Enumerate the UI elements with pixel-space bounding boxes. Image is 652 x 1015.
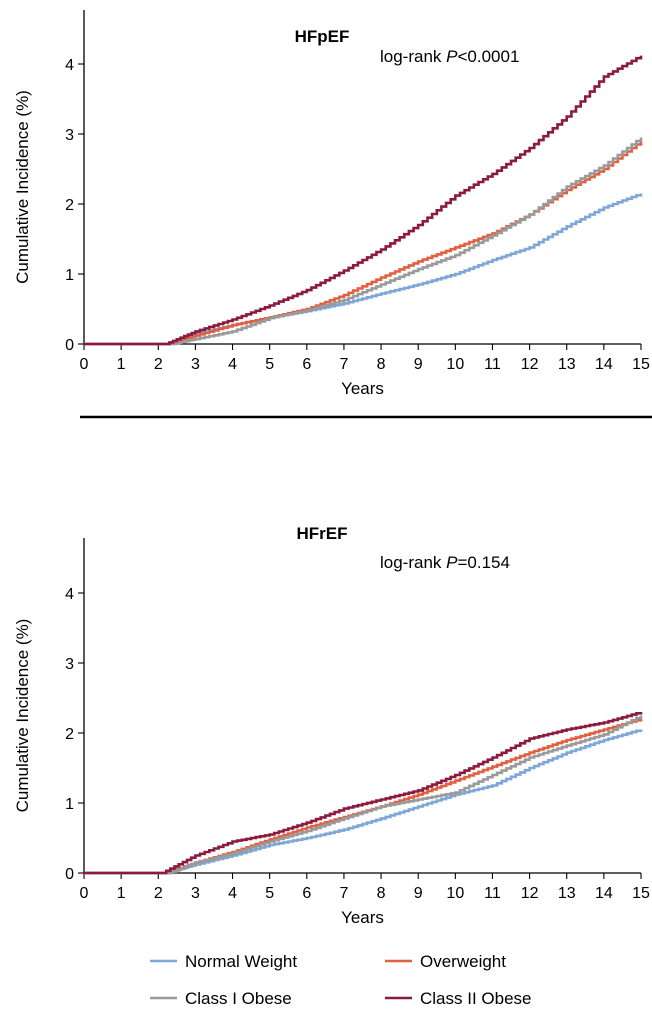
y-axis-title: Cumulative Incidence (%): [13, 619, 32, 813]
panel-title: HFpEF: [295, 27, 350, 46]
y-tick-label: 2: [65, 726, 74, 743]
x-tick-label: 14: [595, 885, 613, 902]
annotation-value: <0.0001: [457, 47, 519, 66]
x-tick-label: 8: [377, 356, 386, 373]
legend: Normal Weight Overweight Class I Obese Clas…: [150, 952, 532, 1008]
x-tick-label: 4: [228, 356, 237, 373]
x-tick-label: 7: [339, 356, 348, 373]
x-axis-title: Years: [341, 908, 384, 927]
legend-label-class-i-obese: Class I Obese: [185, 989, 292, 1008]
x-tick-label: 3: [191, 356, 200, 373]
annotation-prefix: log-rank: [380, 47, 446, 66]
x-tick-label: 3: [191, 885, 200, 902]
y-tick-label: 1: [65, 796, 74, 813]
x-tick-label: 15: [632, 356, 650, 373]
x-tick-label: 2: [154, 356, 163, 373]
y-tick-label: 4: [65, 57, 74, 74]
log-rank-annotation: log-rank P<0.0001: [380, 47, 519, 66]
y-tick-label: 3: [65, 656, 74, 673]
x-tick-label: 10: [446, 356, 464, 373]
series-line-overweight: [84, 719, 643, 875]
x-tick-label: 6: [302, 356, 311, 373]
x-tick-label: 10: [446, 885, 464, 902]
x-tick-label: 8: [377, 885, 386, 902]
y-tick-label: 4: [65, 586, 74, 603]
x-tick-label: 5: [265, 885, 274, 902]
x-tick-label: 13: [558, 885, 576, 902]
x-tick-label: 5: [265, 356, 274, 373]
series-line-class-i-obese: [84, 137, 643, 346]
y-tick-label: 2: [65, 197, 74, 214]
x-tick-label: 11: [484, 356, 501, 373]
x-tick-label: 0: [80, 356, 89, 373]
series-line-class-ii-obese: [84, 55, 643, 346]
panel-title: HFrEF: [297, 524, 348, 543]
y-tick-label: 1: [65, 267, 74, 284]
hfpef-panel: 0 1 2 3 4 5 6 7 8 9 10 11 12 13 14 1501234YearsCumulati…: [13, 10, 650, 398]
x-tick-label: 6: [302, 885, 311, 902]
annotation-p-symbol: P: [446, 47, 458, 66]
x-tick-label: 12: [521, 356, 539, 373]
annotation-value: =0.154: [457, 553, 509, 572]
x-tick-label: 1: [117, 356, 126, 373]
x-tick-label: 9: [414, 885, 423, 902]
legend-label-class-ii-obese: Class II Obese: [420, 989, 532, 1008]
series-line-normal-weight: [84, 193, 643, 346]
legend-label-overweight: Overweight: [420, 952, 506, 971]
x-tick-label: 1: [117, 885, 126, 902]
annotation-prefix: log-rank: [380, 553, 446, 572]
x-tick-label: 15: [632, 885, 650, 902]
x-tick-label: 2: [154, 885, 163, 902]
y-axis-title: Cumulative Incidence (%): [13, 90, 32, 284]
y-tick-label: 0: [65, 866, 74, 883]
annotation-p-symbol: P: [446, 553, 458, 572]
x-tick-label: 4: [228, 885, 237, 902]
x-tick-label: 0: [80, 885, 89, 902]
y-tick-label: 3: [65, 127, 74, 144]
series-line-class-i-obese: [84, 715, 643, 875]
series-line-overweight: [84, 141, 643, 346]
x-tick-label: 7: [339, 885, 348, 902]
x-axis-title: Years: [341, 379, 384, 398]
series-line-class-ii-obese: [84, 712, 643, 875]
x-tick-label: 9: [414, 356, 423, 373]
x-tick-label: 14: [595, 356, 613, 373]
x-tick-label: 12: [521, 885, 539, 902]
x-tick-label: 13: [558, 356, 576, 373]
y-tick-label: 0: [65, 337, 74, 354]
x-tick-label: 11: [484, 885, 501, 902]
hfref-panel: 0 1 2 3 4 5 6 7 8 9 10 11 12 13 14 1501234YearsCumulati…: [13, 524, 650, 927]
log-rank-annotation: log-rank P=0.154: [380, 553, 510, 572]
legend-label-normal-weight: Normal Weight: [185, 952, 297, 971]
